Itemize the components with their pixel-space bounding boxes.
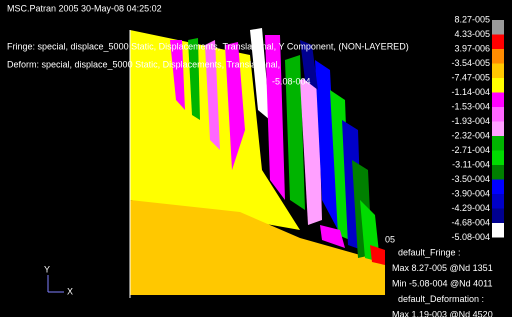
header-fringe: Fringe: special, displace_5000 Static, D… <box>7 41 409 51</box>
legend-label: -1.93-004 <box>451 116 490 126</box>
header-deform: Deform: special, displace_5000 Static, D… <box>7 59 280 69</box>
legend-label: 3.97-006 <box>454 43 490 53</box>
triad-label: X <box>67 286 73 296</box>
legend-label: -4.68-004 <box>451 217 490 227</box>
summary-line: Max 1.19-003 @Nd 4520 <box>392 309 493 317</box>
legend-label: -2.71-004 <box>451 145 490 155</box>
legend-label: -7.47-005 <box>451 72 490 82</box>
summary-line: default_Deformation : <box>398 294 484 304</box>
legend-swatch <box>492 49 504 64</box>
legend-label: -1.53-004 <box>451 101 490 111</box>
summary-line: default_Fringe : <box>398 247 461 257</box>
legend-swatch <box>492 78 504 93</box>
legend-label: -3.50-004 <box>451 174 490 184</box>
triad-label: Y <box>44 264 50 274</box>
legend-swatch <box>492 180 504 195</box>
legend-swatch <box>492 107 504 122</box>
legend-label: -3.90-004 <box>451 188 490 198</box>
legend-swatch <box>492 151 504 166</box>
legend-swatch <box>492 64 504 79</box>
legend-swatch <box>492 93 504 108</box>
legend-swatch <box>492 122 504 137</box>
legend-label: -3.11-004 <box>452 159 490 169</box>
header-title: MSC.Patran 2005 30-May-08 04:25:02 <box>7 3 162 13</box>
annotation: 05 <box>385 234 395 244</box>
summary-line: Max 8.27-005 @Nd 1351 <box>392 263 493 273</box>
legend-swatch <box>492 223 504 238</box>
legend-label: -3.54-005 <box>451 58 490 68</box>
legend-swatch <box>492 35 504 50</box>
legend-label: 4.33-005 <box>454 29 490 39</box>
legend-label: 8.27-005 <box>454 14 490 24</box>
patran-viewport: MSC.Patran 2005 30-May-08 04:25:02 Fring… <box>0 0 512 317</box>
legend-label: -4.29-004 <box>451 203 490 213</box>
legend-label: -2.32-004 <box>451 130 490 140</box>
legend-swatch <box>492 194 504 209</box>
legend-swatch <box>492 209 504 224</box>
legend-label: -5.08-004 <box>451 232 490 242</box>
summary-line: Min -5.08-004 @Nd 4011 <box>392 278 493 288</box>
annotation: -5.08-004 <box>272 76 311 86</box>
legend-swatch <box>492 20 504 35</box>
legend-swatch <box>492 165 504 180</box>
legend-label: -1.14-004 <box>451 87 490 97</box>
legend-swatch <box>492 136 504 151</box>
